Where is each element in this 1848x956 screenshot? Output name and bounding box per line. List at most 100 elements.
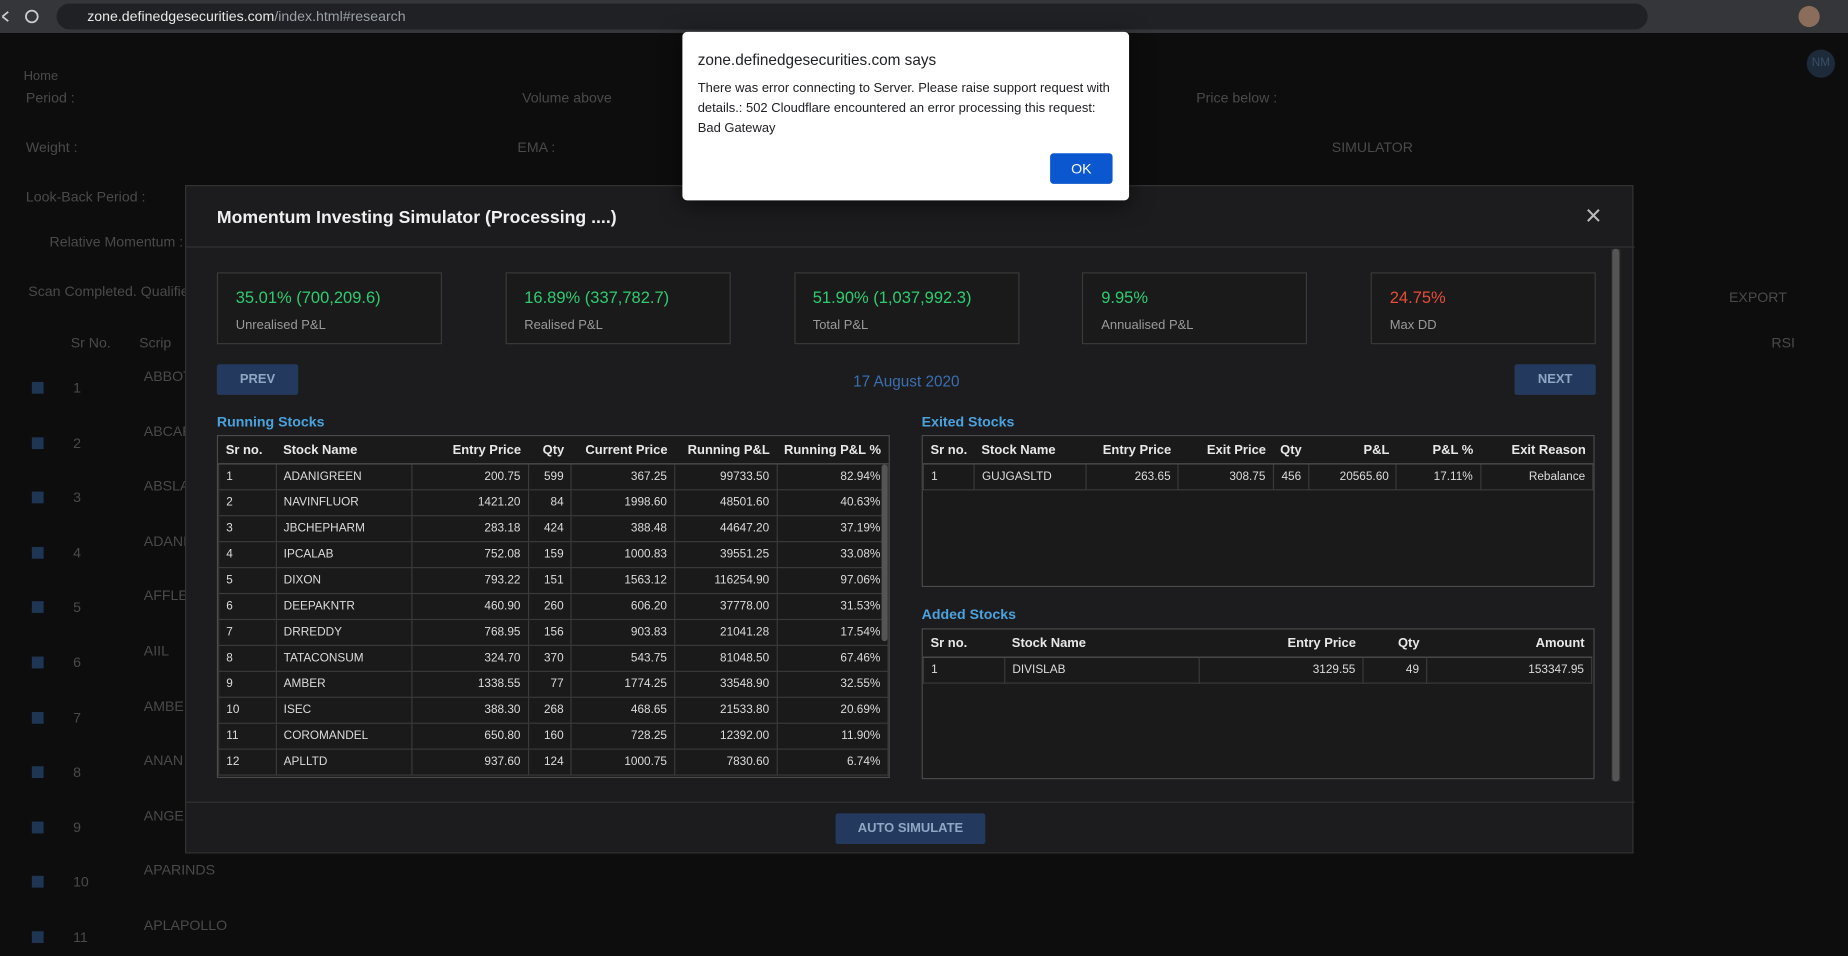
divider	[186, 801, 1635, 803]
cell: 793.22	[411, 567, 529, 595]
alert-dialog: zone.definedgesecurities.com says There …	[682, 31, 1130, 201]
cell: 903.83	[570, 618, 676, 646]
cell: 7830.60	[674, 748, 778, 776]
background-sr: 11	[73, 928, 88, 946]
cell: 456	[1272, 463, 1310, 491]
background-label: Weight :	[25, 139, 78, 156]
table-row: 11 COROMANDEL 650.80 160 728.25 12392.00 11.90…	[218, 722, 889, 750]
stat-label: Unrealised P&L	[235, 318, 326, 333]
table-row: 5 DIXON 793.22 151 1563.12 116254.90 97.06%	[218, 567, 889, 595]
cell: 6.74%	[776, 748, 889, 776]
cell: 6	[218, 592, 277, 621]
cell: 768.95	[411, 618, 529, 646]
cell: 3129.55	[1198, 656, 1364, 684]
cell: 1	[922, 656, 1006, 684]
cell: 17.54%	[776, 618, 889, 646]
prev-button[interactable]: PREV	[216, 364, 299, 395]
cell: 599	[527, 463, 572, 491]
column-header: Sr no.	[923, 629, 1005, 658]
cell: 84	[527, 489, 572, 517]
cell: JBCHEPHARM	[275, 515, 413, 543]
date: 17 August 2020	[853, 372, 960, 391]
column-header: Entry Price	[412, 436, 529, 465]
stat-value: 51.90% (1,037,992.3)	[812, 287, 972, 307]
alert-title: zone.definedgesecurities.com says	[697, 50, 937, 69]
cell: 44647.20	[674, 515, 778, 543]
background-checkbox	[31, 821, 44, 834]
cell: 156	[527, 618, 572, 646]
column-header: Running P&L %	[776, 436, 889, 465]
background-sr: 1	[73, 379, 81, 397]
cell: 82.94%	[776, 463, 889, 491]
next-button[interactable]: NEXT	[1514, 364, 1596, 395]
background-checkbox	[31, 656, 44, 669]
background-checkbox	[31, 546, 44, 559]
cell: 388.30	[411, 696, 529, 724]
cell: APLLTD	[275, 748, 413, 776]
profile-icon[interactable]	[1798, 5, 1820, 28]
stat-label: Realised P&L	[524, 318, 603, 333]
background-header: Sr No.	[70, 334, 111, 352]
background-header: Scrip	[139, 334, 172, 352]
background-label: EMA :	[517, 139, 556, 156]
table: Sr no. Stock Name Entry Price Exit Price Qty…	[921, 434, 1595, 588]
background-scrip: APLAPOLLO	[143, 917, 228, 934]
auto-simulate-button[interactable]: AUTO SIMULATE	[835, 813, 986, 845]
column-header: Exit Reason	[1480, 436, 1593, 465]
cell: 37778.00	[674, 592, 778, 621]
section-title: Added Stocks	[921, 605, 1016, 623]
cell: 49	[1362, 656, 1428, 684]
section-title: Running Stocks	[216, 413, 325, 431]
stat-value: 35.01% (700,209.6)	[235, 287, 381, 307]
scroll-thumb[interactable]	[1612, 248, 1620, 782]
table-row: 1 DIVISLAB 3129.55 49 153347.95	[922, 656, 1593, 684]
cell: 1000.83	[570, 541, 676, 569]
ok-button[interactable]: OK	[1050, 153, 1113, 184]
close-button[interactable]: ×	[1585, 200, 1602, 233]
cell: 1338.55	[411, 670, 529, 698]
background-scrip: AIIL	[143, 642, 169, 659]
table-row: 1 ADANIGREEN 200.75 599 367.25 99733.50 82.94%	[218, 463, 889, 491]
background-checkbox	[31, 381, 44, 394]
background-sr: 9	[73, 819, 81, 836]
background-scrip: ABSLA	[143, 477, 190, 495]
cell: 81048.50	[674, 644, 778, 672]
stat-card: 35.01% (700,209.6) Unrealised P&L	[216, 272, 442, 345]
cell: 40.63%	[776, 489, 889, 517]
column-header: Stock Name	[276, 436, 413, 465]
cell: 97.06%	[776, 567, 889, 595]
column-header: Qty	[528, 436, 572, 465]
background-checkbox	[31, 491, 44, 504]
cell: 151	[527, 567, 572, 595]
background-checkbox	[31, 711, 44, 724]
column-header: P&L	[1308, 436, 1397, 465]
background-label: Volume above	[522, 89, 612, 107]
table-row: 1 GUJGASLTD 263.65 308.75 456 20565.60 17.11% R…	[922, 463, 1594, 491]
cell: 12	[218, 748, 277, 776]
cell: ADANIGREEN	[275, 463, 413, 491]
background-label: Price below :	[1196, 89, 1278, 107]
header-row: Sr no. Stock Name Entry Price Exit Price Qty…	[923, 436, 1593, 465]
cell: 4	[218, 541, 277, 569]
background-label: SIMULATOR	[1331, 139, 1413, 156]
table-row: 10 ISEC 388.30 268 468.65 21533.80 20.69%	[218, 696, 889, 724]
table-scrollbar[interactable]	[881, 464, 888, 642]
cell: 1	[922, 463, 975, 491]
cell: 33548.90	[674, 670, 778, 698]
cell: 1	[218, 463, 277, 491]
cell: 283.18	[411, 515, 529, 543]
table-row: 6 DEEPAKNTR 460.90 260 606.20 37778.00 31.53%	[218, 592, 889, 621]
cell: 367.25	[570, 463, 676, 491]
cell: 268	[527, 696, 572, 724]
data-table: Sr no. Stock Name Entry Price Exit Price Qty…	[922, 436, 1594, 491]
cell: NAVINFLUOR	[275, 489, 413, 517]
cell: 7	[218, 618, 277, 646]
address-bar[interactable]	[56, 3, 1648, 30]
cell: 67.46%	[776, 644, 889, 672]
cell: 21041.28	[674, 618, 778, 646]
column-header: Exit Price	[1178, 436, 1274, 465]
cell: 370	[527, 644, 572, 672]
background-label: EXPORT	[1728, 288, 1787, 306]
stat-card: 51.90% (1,037,992.3) Total P&L	[793, 272, 1019, 345]
